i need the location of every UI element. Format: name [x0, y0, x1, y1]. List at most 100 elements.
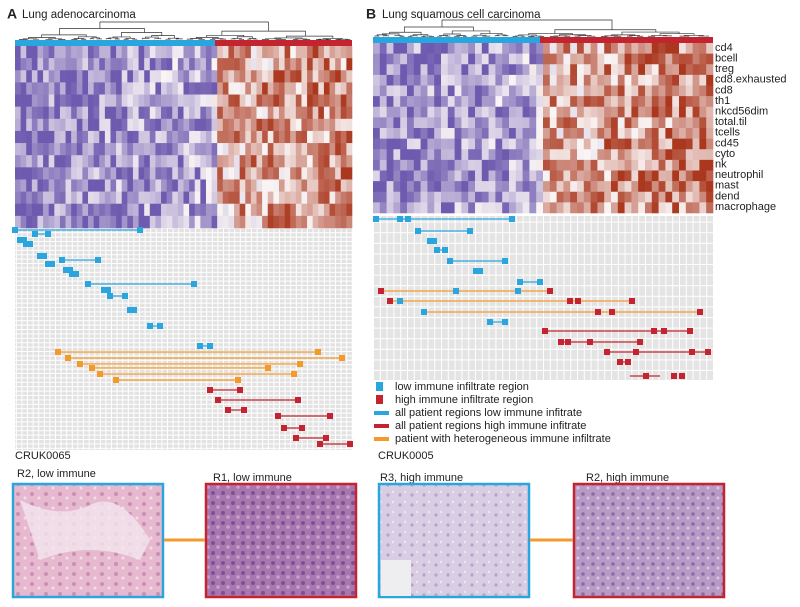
heatmap-cell: [144, 106, 151, 120]
heatmap-cell: [393, 117, 401, 129]
heatmap-cell: [685, 202, 693, 214]
heatmap-cell: [706, 43, 714, 54]
heatmap-cell: [665, 170, 673, 182]
region-box: [629, 298, 635, 304]
heatmap-cell: [76, 82, 83, 95]
heatmap-cell: [93, 106, 100, 120]
heatmap-cell: [290, 167, 297, 180]
heatmap-cell: [301, 58, 308, 71]
heatmap-cell: [26, 203, 33, 217]
heatmap-cell: [194, 106, 201, 120]
heatmap-cell: [239, 82, 246, 95]
heatmap-cell: [228, 215, 235, 229]
heatmap-cell: [43, 46, 49, 59]
heatmap-cell: [65, 94, 72, 107]
heatmap-cell: [284, 94, 291, 107]
heatmap-cell: [132, 143, 139, 156]
heatmap-cell: [665, 191, 673, 203]
heatmap-cell: [481, 53, 489, 65]
heatmap-cell: [340, 106, 347, 120]
heatmap-cell: [373, 170, 381, 182]
heatmap-cell: [177, 191, 184, 205]
heatmap-cell: [577, 159, 585, 171]
heatmap-cell: [31, 82, 38, 95]
heatmap-cell: [393, 106, 401, 118]
region-box: [69, 271, 75, 277]
heatmap-cell: [88, 82, 94, 95]
heatmap-cell: [495, 138, 503, 150]
heatmap-cell: [665, 138, 673, 150]
heatmap-cell: [651, 117, 659, 129]
heatmap-cell: [65, 215, 72, 229]
heatmap-cell: [138, 106, 145, 120]
heatmap-cell: [250, 179, 257, 192]
heatmap-cell: [194, 143, 201, 156]
heatmap-cell: [393, 202, 401, 214]
heatmap-cell: [706, 53, 714, 65]
heatmap-cell: [59, 167, 66, 180]
region-box: [595, 309, 601, 315]
heatmap-cell: [699, 53, 707, 65]
heatmap-cell: [536, 64, 544, 76]
heatmap-cell: [149, 130, 156, 144]
heatmap-cell: [239, 106, 246, 120]
heatmap-cell: [295, 203, 302, 217]
heatmap-cell: [284, 58, 291, 71]
heatmap-cell: [611, 149, 619, 161]
heatmap-cell: [590, 43, 598, 54]
image-caption: R3, high immune: [380, 472, 463, 484]
heatmap-cell: [563, 191, 571, 203]
heatmap-cell: [699, 191, 707, 203]
heatmap-cell: [475, 53, 483, 65]
heatmap-cell: [267, 118, 274, 132]
heatmap-cell: [685, 85, 693, 97]
heatmap-cell: [488, 149, 496, 161]
heatmap-cell: [222, 155, 229, 168]
heatmap-cell: [672, 149, 680, 161]
heatmap-cell: [48, 94, 55, 107]
heatmap-cell: [346, 215, 353, 229]
heatmap-cell: [522, 106, 530, 118]
histology-image: [204, 482, 358, 599]
heatmap-cell: [638, 96, 646, 108]
region-box: [21, 237, 27, 243]
region-box: [105, 287, 111, 293]
heatmap-cell: [262, 215, 269, 229]
heatmap-cell: [685, 149, 693, 161]
heatmap-cell: [468, 74, 476, 86]
heatmap-cell: [679, 159, 687, 171]
region-box: [113, 377, 119, 383]
heatmap-cell: [239, 215, 246, 229]
dendrogram-branch: [41, 34, 87, 38]
heatmap-cell: [461, 106, 469, 118]
heatmap-cell: [427, 138, 435, 150]
heatmap-cell: [441, 159, 449, 171]
heatmap-cell: [441, 170, 449, 182]
heatmap-cell: [312, 155, 319, 168]
region-box: [107, 293, 113, 299]
heatmap-cell: [295, 46, 302, 59]
heatmap-cell: [99, 155, 106, 168]
heatmap-cell: [434, 43, 442, 54]
heatmap-cell: [284, 130, 291, 144]
heatmap-cell: [468, 159, 476, 171]
region-box: [477, 268, 483, 274]
heatmap-cell: [127, 191, 134, 205]
heatmap-cell: [138, 143, 145, 156]
heatmap-cell: [256, 167, 263, 180]
heatmap-cell: [329, 179, 336, 192]
heatmap-cell: [475, 85, 483, 97]
heatmap-cell: [475, 170, 483, 182]
heatmap-cell: [454, 170, 462, 182]
heatmap-cell: [31, 106, 38, 120]
heatmap-cell: [543, 53, 551, 65]
heatmap-cell: [529, 74, 537, 86]
heatmap-cell: [273, 130, 280, 144]
region-box: [661, 328, 667, 334]
heatmap-cell: [43, 203, 49, 217]
heatmap-cell: [624, 96, 632, 108]
region-box: [575, 298, 581, 304]
heatmap-cell: [228, 167, 235, 180]
heatmap-cell: [427, 202, 435, 214]
heatmap-cell: [373, 74, 381, 86]
